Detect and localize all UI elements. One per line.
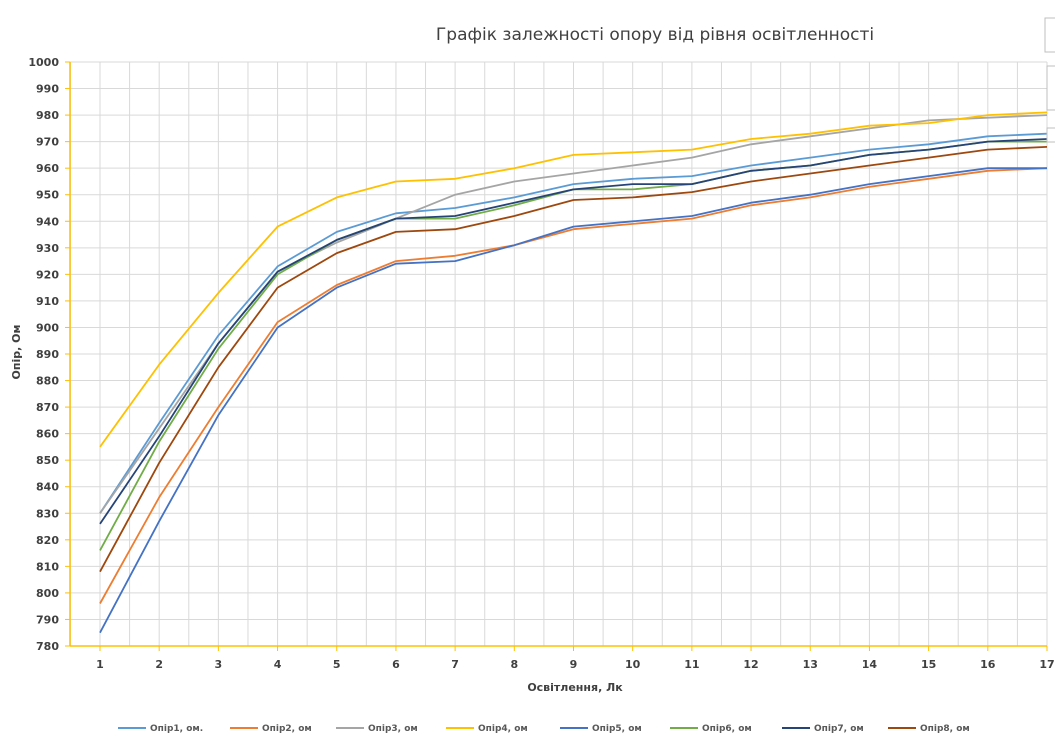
y-tick-label: 790 <box>36 613 59 626</box>
series-line-4 <box>99 111 1048 448</box>
legend-label-3: Опір3, ом <box>368 723 418 734</box>
series-line-7 <box>99 138 1048 525</box>
gridlines <box>69 61 1048 647</box>
legend-label-8: Опір8, ом <box>920 723 970 734</box>
tick-labels: 7807908008108208308408508608708808909009… <box>28 56 1054 671</box>
chart-title: Графік залежності опору від рівня освітл… <box>436 25 874 45</box>
x-tick-label: 14 <box>862 658 878 671</box>
y-tick-label: 810 <box>36 560 59 573</box>
legend-label-7: Опір7, ом <box>814 723 864 734</box>
x-tick-label: 15 <box>921 658 936 671</box>
y-tick-label: 930 <box>36 242 59 255</box>
y-tick-label: 950 <box>36 189 59 202</box>
frame-box <box>1044 17 1055 53</box>
y-tick-label: 990 <box>36 83 59 96</box>
x-tick-label: 6 <box>392 658 400 671</box>
series-line-8 <box>99 146 1048 573</box>
y-tick-label: 800 <box>36 587 59 600</box>
y-tick-label: 780 <box>36 640 59 653</box>
legend-label-4: Опір4, ом <box>478 723 528 734</box>
y-tick-label: 920 <box>36 268 59 281</box>
legend-label-5: Опір5, ом <box>592 723 642 734</box>
y-tick-label: 850 <box>36 454 59 467</box>
x-tick-label: 10 <box>625 658 641 671</box>
legend-label-6: Опір6, ом <box>702 723 752 734</box>
x-tick-label: 12 <box>743 658 758 671</box>
y-tick-label: 870 <box>36 401 59 414</box>
y-tick-label: 880 <box>36 375 59 388</box>
y-tick-label: 860 <box>36 428 59 441</box>
x-axis-title: Освітлення, Лк <box>527 681 623 694</box>
legend-label-2: Опір2, ом <box>262 723 312 734</box>
y-tick-label: 900 <box>36 321 59 334</box>
x-tick-label: 13 <box>803 658 818 671</box>
frame-box <box>1046 65 1055 111</box>
frame-box <box>1046 127 1055 143</box>
x-tick-label: 5 <box>333 658 341 671</box>
x-tick-label: 7 <box>451 658 459 671</box>
y-tick-label: 840 <box>36 481 59 494</box>
y-tick-label: 1000 <box>28 56 59 69</box>
legend-label-1: Опір1, ом. <box>150 723 203 734</box>
x-tick-label: 9 <box>570 658 578 671</box>
y-tick-label: 910 <box>36 295 59 308</box>
x-tick-label: 2 <box>155 658 163 671</box>
y-tick-label: 960 <box>36 162 59 175</box>
series-lines <box>99 111 1048 634</box>
series-line-5 <box>99 167 1047 634</box>
y-tick-label: 970 <box>36 136 59 149</box>
y-axis-title: Опір, Ом <box>10 325 23 380</box>
x-tick-label: 17 <box>1039 658 1054 671</box>
x-tick-label: 8 <box>510 658 518 671</box>
series-line-1 <box>99 132 1048 514</box>
legend: Опір1, ом. Опір2, ом Опір3, ом Опір4, ом Опі… <box>118 723 970 734</box>
y-tick-label: 890 <box>36 348 59 361</box>
x-tick-label: 3 <box>215 658 223 671</box>
x-tick-label: 1 <box>96 658 104 671</box>
y-tick-label: 980 <box>36 109 59 122</box>
y-tick-label: 830 <box>36 507 59 520</box>
axes <box>65 61 1048 651</box>
x-tick-label: 16 <box>980 658 996 671</box>
y-tick-label: 820 <box>36 534 59 547</box>
series-line-2 <box>99 167 1048 604</box>
x-tick-label: 11 <box>684 658 699 671</box>
x-tick-label: 4 <box>274 658 282 671</box>
y-tick-label: 940 <box>36 215 59 228</box>
